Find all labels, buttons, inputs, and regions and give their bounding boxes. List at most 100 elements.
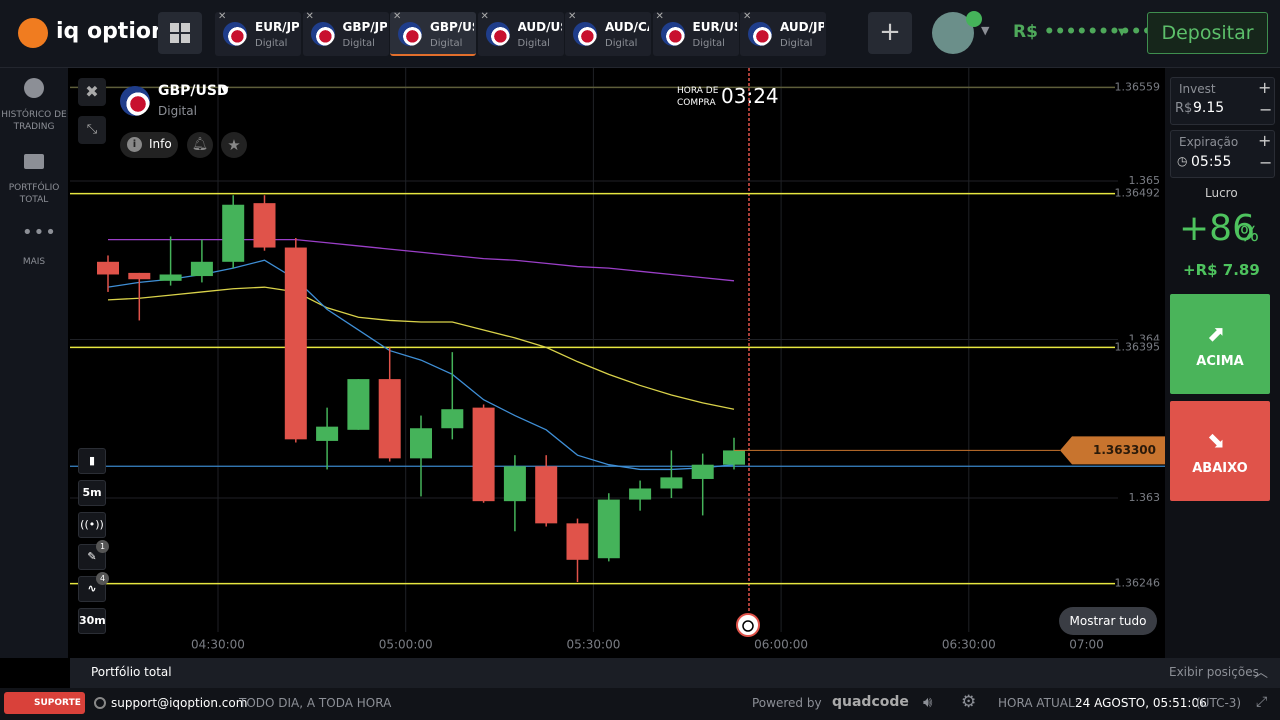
- candle-body: [253, 203, 276, 248]
- logo-text[interactable]: iq option: [56, 19, 167, 44]
- x-tick-label: 04:30:00: [191, 638, 245, 652]
- decrease[interactable]: −: [1259, 153, 1273, 172]
- tab-flag: [573, 22, 597, 46]
- level-label: 1.36395: [1115, 340, 1161, 353]
- invest-amount[interactable]: 9.15: [1193, 100, 1225, 116]
- chevron[interactable]: ︿: [1254, 665, 1268, 681]
- tab-pair[interactable]: EUR/USD: [692, 20, 737, 34]
- tab-kind: Digital: [517, 38, 550, 49]
- candle-body: [378, 379, 401, 459]
- indicators-button[interactable]: ∿: [78, 576, 106, 602]
- asset-tab[interactable]: ✕ EUR/USD Digital: [652, 12, 739, 56]
- candle-body: [503, 466, 526, 502]
- tab-flag: [310, 22, 335, 46]
- close-tab[interactable]: ✕: [655, 12, 664, 22]
- tab-pair[interactable]: AUD/USD: [517, 20, 562, 34]
- close-tab[interactable]: ✕: [393, 12, 402, 22]
- candle-body: [723, 450, 745, 465]
- asset-tab[interactable]: ✕ AUD/USD Digital: [477, 12, 564, 56]
- balance-arrow[interactable]: ▼: [1118, 27, 1126, 38]
- history-icon: [24, 78, 44, 98]
- support-hours: TODO DIA, A TODA HORA: [239, 696, 392, 710]
- footer: [0, 688, 1280, 720]
- alert-button[interactable]: 🔔︎: [187, 132, 213, 158]
- close-tab[interactable]: ✕: [568, 12, 577, 22]
- info-label[interactable]: Info: [149, 137, 172, 151]
- period-button[interactable]: 5m: [78, 480, 106, 506]
- minimize-chart[interactable]: ⤡: [78, 116, 106, 144]
- close-chart[interactable]: ✖: [78, 78, 106, 106]
- y-tick-label: 1.363: [1129, 491, 1161, 504]
- chart-type-button[interactable]: ▮: [78, 448, 106, 474]
- show-positions[interactable]: Exibir posições: [1169, 665, 1259, 679]
- tab-kind: Digital: [692, 38, 725, 49]
- level-label: 1.36559: [1115, 80, 1161, 93]
- tab-kind: Digital: [780, 38, 813, 49]
- email-icon: [94, 697, 106, 709]
- tab-flag: [398, 22, 422, 46]
- chart-bg: [70, 68, 1165, 658]
- invest-box[interactable]: Invest R$ 9.15 + −: [1170, 77, 1275, 125]
- asset-tab[interactable]: ✕ GBP/JPY Digital: [302, 12, 389, 56]
- increase[interactable]: +: [1258, 78, 1272, 97]
- sidebar-item[interactable]: PORTFÓLIO TOTAL: [8, 183, 60, 205]
- tab-pair[interactable]: AUD/JPY: [780, 20, 824, 34]
- profit-percent: +86: [1179, 208, 1255, 249]
- down-button[interactable]: ⬊ ABAIXO: [1170, 401, 1270, 501]
- up-label[interactable]: ACIMA: [1196, 354, 1244, 369]
- tab-flag: [748, 22, 772, 46]
- asset-tab[interactable]: ✕ AUD/JPY Digital: [740, 12, 826, 56]
- add-tab[interactable]: +: [868, 12, 912, 54]
- sound-toggle[interactable]: 🔊︎: [923, 693, 933, 711]
- up-button[interactable]: ⬈ ACIMA: [1170, 294, 1270, 394]
- asset-name[interactable]: GBP/USD: [158, 83, 229, 99]
- show-all-button[interactable]: Mostrar tudo: [1059, 607, 1157, 635]
- close-tab[interactable]: ✕: [743, 12, 752, 22]
- candle-body: [660, 477, 683, 489]
- sidebar-item[interactable]: HISTÓRICO DE TRADING: [1, 110, 67, 132]
- asset-flag: [120, 86, 150, 116]
- candle-body: [159, 274, 182, 281]
- sidebar-item[interactable]: MAIS: [22, 257, 46, 267]
- asset-tab[interactable]: ✕ AUD/CAD Digital: [565, 12, 651, 56]
- favorite-button[interactable]: ★: [221, 132, 247, 158]
- x-tick-label: 05:00:00: [379, 638, 433, 652]
- candle-body: [629, 488, 652, 500]
- currency: R$: [1175, 101, 1193, 116]
- tab-pair[interactable]: AUD/CAD: [605, 20, 649, 34]
- tab-pair[interactable]: GBP/USD: [430, 20, 474, 34]
- current-time: 24 AGOSTO, 05:51:06: [1075, 696, 1207, 710]
- down-label[interactable]: ABAIXO: [1192, 461, 1248, 476]
- zoom-button[interactable]: 30m: [78, 608, 106, 634]
- expiration-time[interactable]: 05:55: [1191, 154, 1232, 170]
- tab-pair[interactable]: GBP/JPY: [342, 20, 387, 34]
- candle-body: [410, 428, 432, 459]
- decrease[interactable]: −: [1259, 100, 1273, 119]
- close-tab[interactable]: ✕: [305, 12, 314, 22]
- brand[interactable]: quadcode: [832, 694, 909, 710]
- purchase-time-label: HORA DE COMPRA: [677, 86, 719, 108]
- close-tab[interactable]: ✕: [218, 12, 227, 22]
- support-button[interactable]: SUPORTE: [4, 692, 85, 714]
- asset-tab[interactable]: ✕ GBP/USD Digital: [390, 12, 476, 56]
- avatar-arrow[interactable]: ▼: [981, 24, 990, 37]
- asset-tab[interactable]: ✕ EUR/JPY Digital: [215, 12, 301, 56]
- tab-pair[interactable]: EUR/JPY: [255, 20, 299, 34]
- profit-amount: +R$ 7.89: [1183, 261, 1260, 279]
- fullscreen[interactable]: ⤢: [1256, 694, 1268, 710]
- balance[interactable]: R$ ••••••••••: [1013, 22, 1153, 42]
- settings[interactable]: ⚙︎: [961, 692, 977, 712]
- support-email[interactable]: support@iqoption.com: [111, 696, 248, 710]
- x-tick-label: 06:00:00: [754, 638, 808, 652]
- grid-button[interactable]: [158, 12, 202, 54]
- asset-arrow[interactable]: ▼: [221, 85, 229, 96]
- timezone: (UTC-3): [1196, 696, 1242, 710]
- deposit-button[interactable]: Depositar: [1147, 12, 1268, 54]
- portfolio-tab[interactable]: Portfólio total: [91, 665, 172, 679]
- increase[interactable]: +: [1258, 131, 1272, 150]
- tab-flag: [485, 22, 510, 46]
- signals-button[interactable]: ((•)): [78, 512, 106, 538]
- expiration-box[interactable]: Expiração ◷ 05:55 + −: [1170, 130, 1275, 178]
- close-tab[interactable]: ✕: [480, 12, 489, 22]
